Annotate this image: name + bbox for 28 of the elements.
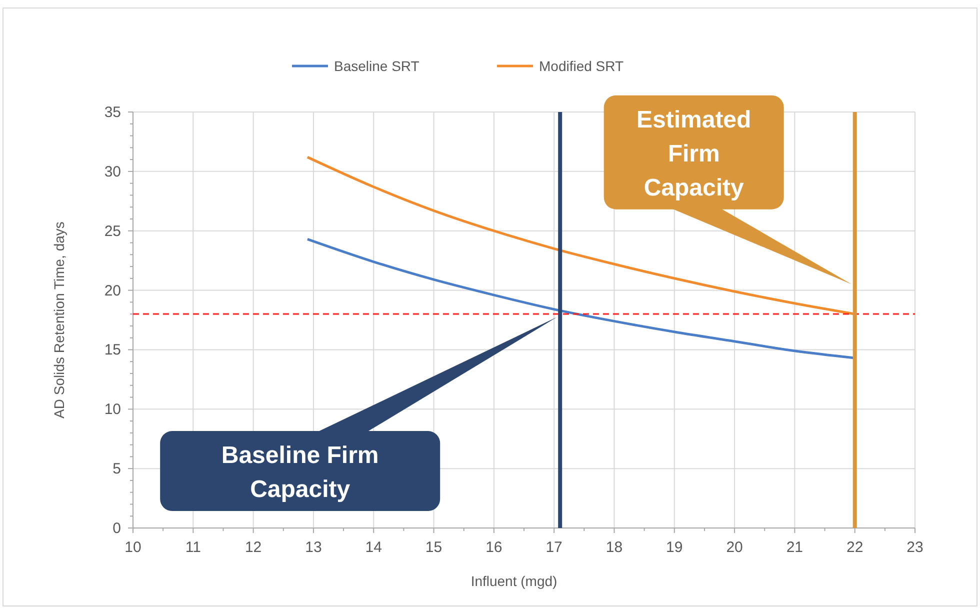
x-tick-label: 22	[846, 539, 864, 556]
y-tick-label: 0	[112, 520, 121, 537]
x-tick-label: 18	[606, 539, 623, 556]
legend-label: Baseline SRT	[334, 58, 420, 74]
y-tick-label: 10	[104, 401, 121, 418]
x-tick-label: 14	[365, 539, 382, 556]
y-tick-label: 5	[112, 460, 121, 478]
y-axis-title: AD Solids Retention Time, days	[51, 222, 67, 418]
y-tick-label: 30	[104, 163, 121, 180]
y-tick-label: 25	[104, 222, 121, 240]
annotation: Estimated Firm Capacity	[636, 106, 752, 202]
x-tick-label: 12	[244, 539, 262, 556]
x-axis-title: Influent (mgd)	[470, 573, 558, 589]
x-tick-label: 19	[666, 539, 683, 556]
x-tick-label: 13	[305, 539, 322, 556]
y-tick-label: 20	[104, 282, 121, 300]
legend-label: Modified SRT	[539, 58, 624, 74]
x-tick-label: 11	[185, 539, 201, 556]
x-tick-label: 15	[425, 539, 442, 556]
x-tick-label: 17	[546, 539, 562, 556]
annotation: Baseline Firm Capacity	[221, 442, 379, 504]
x-tick-label: 21	[786, 539, 804, 556]
x-tick-label: 10	[124, 539, 142, 556]
y-tick-label: 35	[104, 104, 121, 121]
x-tick-label: 20	[726, 539, 743, 556]
x-tick-label: 16	[486, 539, 502, 556]
x-tick-label: 23	[906, 539, 924, 556]
y-tick-label: 15	[104, 342, 121, 359]
